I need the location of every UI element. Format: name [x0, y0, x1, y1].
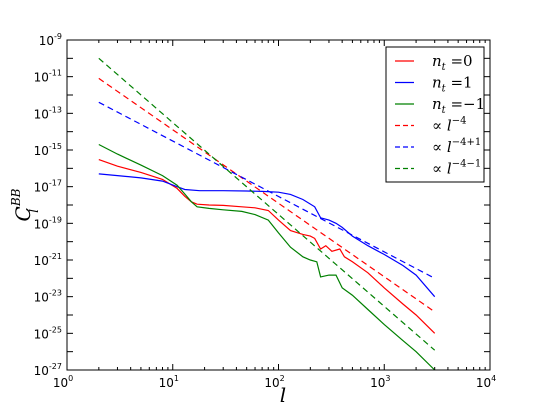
y-tick-label-6: 10-21 [34, 252, 62, 268]
legend-label-5: ∝ l−4−1 [432, 159, 481, 178]
svg-text:l: l [27, 209, 41, 213]
y-axis-label-main: C [11, 206, 35, 221]
y-tick-label-2: 10-13 [34, 105, 62, 121]
series-line-2 [98, 143, 436, 370]
legend-label-0: nt =0 [432, 52, 473, 73]
x-axis-label: l [280, 383, 286, 407]
x-tick-label-4: 104 [476, 374, 496, 390]
legend-label-1: nt =1 [432, 74, 473, 95]
y-axis-label-sup: BB [9, 188, 23, 207]
legend-box [385, 46, 485, 183]
y-tick-label-5: 10-19 [34, 215, 62, 231]
x-tick-label-2: 102 [264, 374, 284, 390]
y-tick-label-9: 10-27 [34, 362, 62, 378]
y-tick-label-7: 10-23 [34, 289, 62, 305]
series-layer [98, 57, 436, 370]
y-tick-label-3: 10-15 [34, 142, 62, 158]
ticks-layer [66, 39, 491, 371]
y-tick-label-8: 10-25 [34, 325, 62, 341]
y-tick-label-0: 10-9 [39, 32, 62, 48]
legend-label-3: ∝ l−4 [432, 116, 466, 135]
tick-labels-layer: 100 101 102 103 104 10-9 10-11 10-13 10-15 10-17 1… [34, 32, 497, 390]
svg-text:CBB: CBB [9, 188, 35, 221]
y-tick-label-4: 10-17 [34, 179, 62, 195]
series-line-0 [98, 159, 436, 334]
legend: nt =0nt =1nt =−1∝ l−4 ∝ l−4+1 ∝ l−4−1 [385, 46, 485, 183]
series-line-3 [98, 77, 436, 313]
x-tick-label-1: 101 [159, 374, 179, 390]
y-axis-label: CBB l [9, 188, 41, 221]
x-tick-label-0: 100 [53, 374, 73, 390]
y-tick-label-1: 10-11 [34, 69, 62, 85]
series-line-4 [98, 101, 435, 279]
series-line-5 [98, 57, 436, 351]
legend-label-2: nt =−1 [432, 95, 485, 116]
series-line-1 [98, 173, 436, 298]
x-tick-label-3: 103 [370, 374, 390, 390]
legend-label-4: ∝ l−4+1 [432, 137, 481, 156]
y-axis-label-sub: l [27, 209, 41, 213]
